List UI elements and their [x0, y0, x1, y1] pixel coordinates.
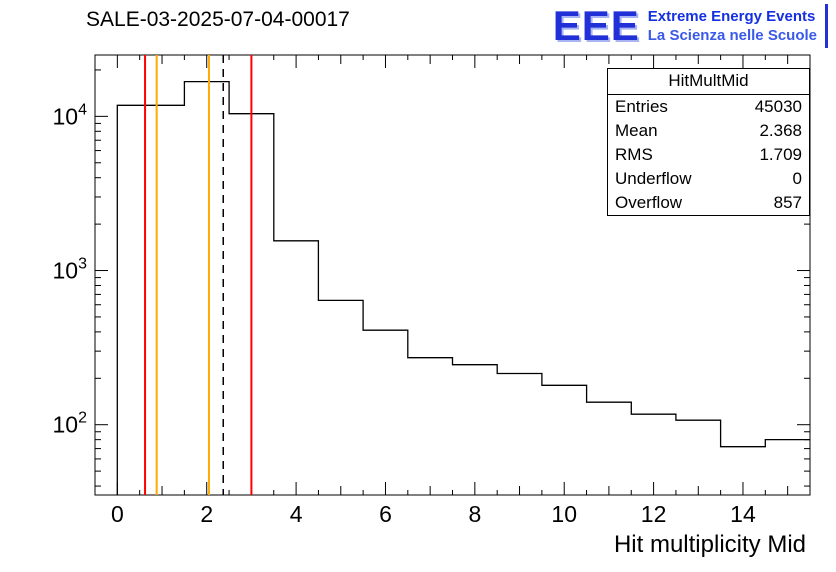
stats-value: 857 — [773, 193, 802, 212]
x-axis-tick-label: 6 — [379, 501, 392, 527]
eee-logo-line1: Extreme Energy Events — [647, 8, 816, 25]
y-axis-tick-label: 102 — [53, 410, 88, 438]
eee-logo-acronym: EEE — [552, 2, 640, 49]
stats-value: 0 — [792, 169, 802, 188]
stats-row-overflow: Overflow 857 — [608, 191, 809, 215]
x-axis-tick-label: 10 — [551, 501, 577, 527]
x-axis-tick-label: 0 — [111, 501, 124, 527]
stats-box-title: HitMultMid — [608, 69, 809, 95]
plot-title: SALE-03-2025-07-04-00017 — [86, 8, 350, 31]
stats-label: Overflow — [615, 193, 683, 212]
stats-row-mean: Mean 2.368 — [608, 119, 809, 143]
stats-value: 2.368 — [759, 121, 802, 140]
stats-value: 45030 — [754, 97, 802, 116]
x-axis-tick-label: 14 — [730, 501, 756, 527]
stats-row-rms: RMS 1.709 — [608, 143, 809, 167]
eee-logo: EEE Extreme Energy Events La Scienza nel… — [553, 4, 828, 48]
x-axis-title: Hit multiplicity Mid — [613, 531, 806, 558]
y-axis-tick-label: 104 — [53, 101, 88, 129]
eee-logo-text: Extreme Energy Events La Scienza nelle S… — [648, 7, 817, 45]
stats-row-entries: Entries 45030 — [608, 95, 809, 119]
x-axis-tick-label: 4 — [290, 501, 303, 527]
stats-label: Mean — [615, 121, 658, 140]
y-axis-tick-label: 103 — [53, 256, 88, 284]
stats-row-underflow: Underflow 0 — [608, 167, 809, 191]
eee-logo-line2: La Scienza nelle Scuole — [647, 27, 817, 44]
x-axis-tick-label: 12 — [641, 501, 667, 527]
eee-logo-bar — [825, 4, 828, 48]
stats-label: Entries — [615, 97, 668, 116]
stats-value: 1.709 — [759, 145, 802, 164]
histogram-line — [116, 80, 810, 495]
x-axis-tick-label: 8 — [468, 501, 481, 527]
stats-label: Underflow — [615, 169, 692, 188]
stats-box: HitMultMid Entries 45030 Mean 2.368 RMS … — [607, 68, 810, 216]
x-axis-tick-label: 2 — [200, 501, 213, 527]
stats-label: RMS — [615, 145, 653, 164]
